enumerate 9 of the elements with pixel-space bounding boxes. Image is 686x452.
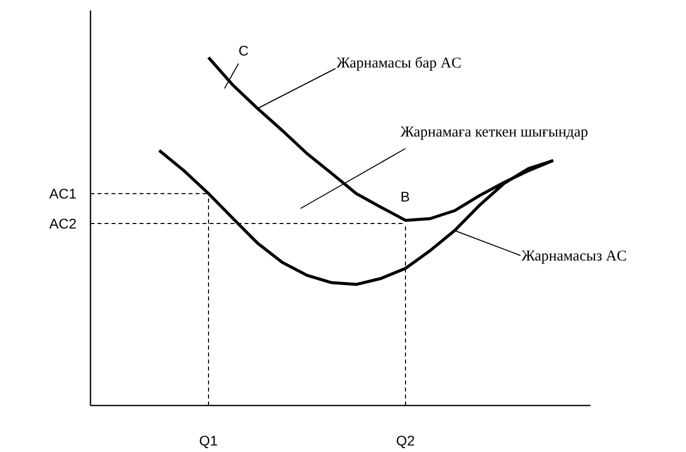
x-tick-label: Q1 [199, 432, 218, 448]
annotation: Жарнамасы бар AC [336, 56, 462, 72]
annotation: Жарнамасыз AC [522, 248, 627, 264]
annotation: C [238, 42, 249, 58]
annotation: B [400, 188, 410, 204]
ref-line-label: AC2 [49, 215, 77, 232]
ref-line-label: AC1 [49, 186, 77, 202]
x-tick-label: Q2 [396, 432, 416, 448]
annotation: Жарнамаға кеткен шығындар [400, 124, 588, 140]
